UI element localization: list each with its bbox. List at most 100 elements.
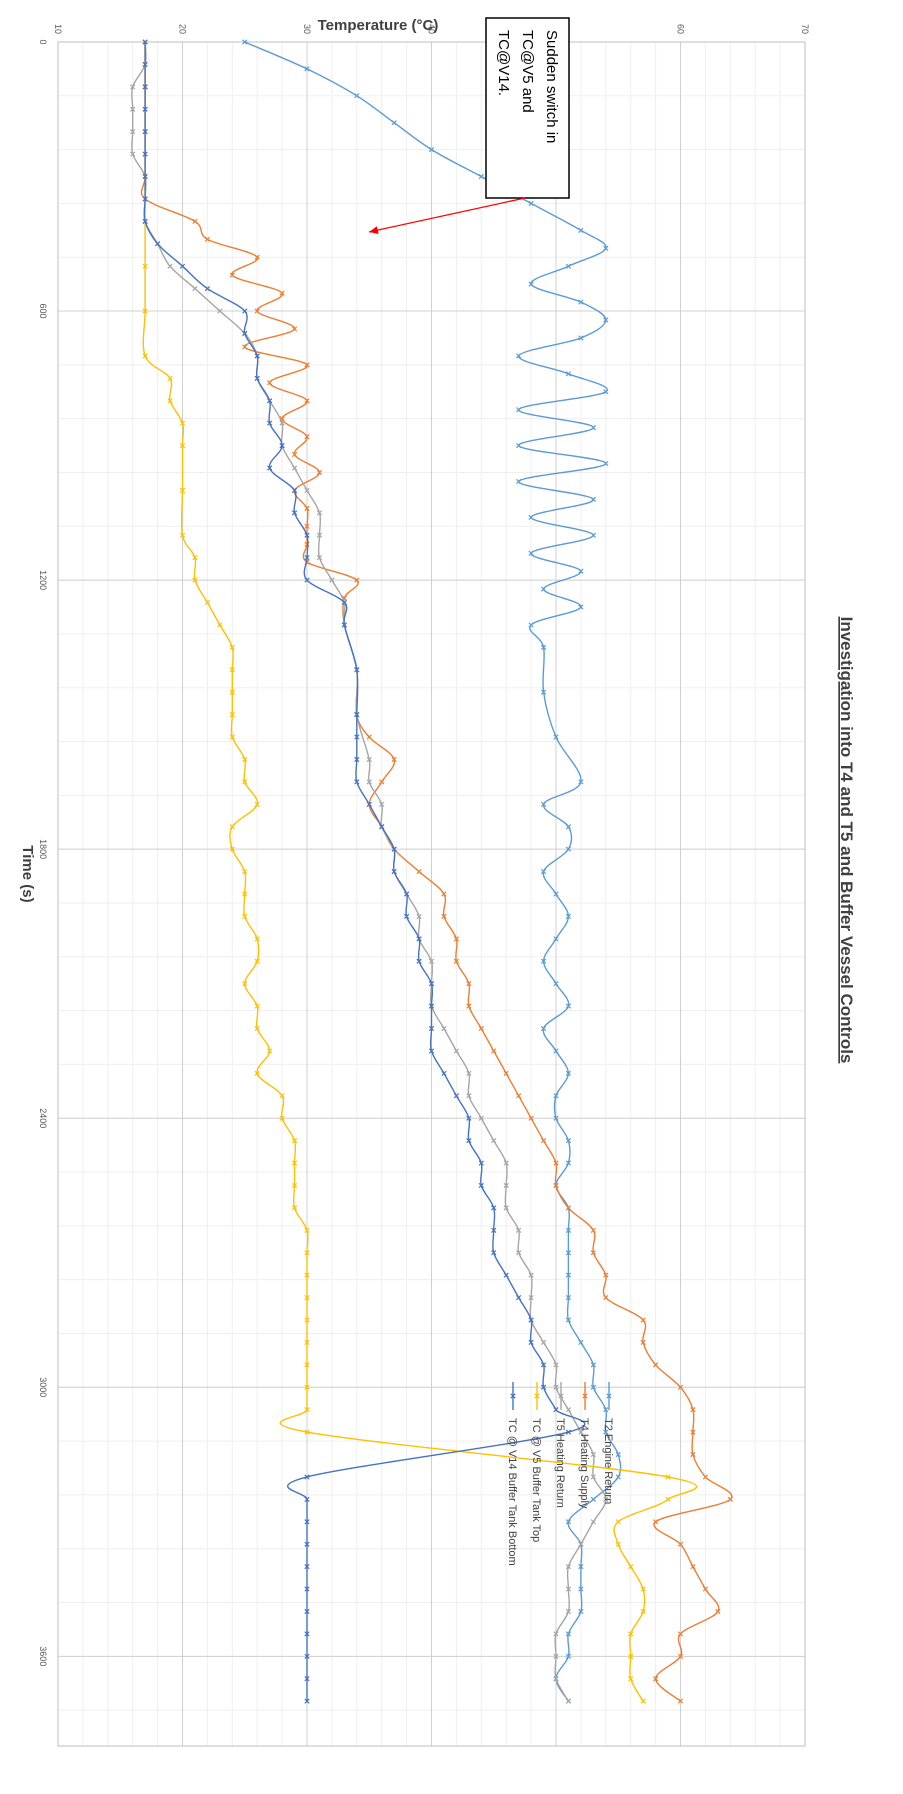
annotation: Sudden switch in TC@V5 and TC@V14.: [368, 17, 570, 234]
data-point: [590, 1474, 596, 1480]
data-point: [528, 514, 534, 520]
data-point: [690, 1564, 696, 1570]
data-point: [565, 824, 572, 830]
data-point: [640, 1317, 646, 1323]
data-point: [540, 1025, 547, 1032]
x-tick-label: 600: [38, 304, 48, 319]
data-point: [590, 496, 596, 503]
data-point: [291, 451, 298, 458]
data-point: [466, 1093, 472, 1099]
data-point: [466, 1115, 472, 1121]
data-point: [142, 39, 148, 45]
data-point: [565, 263, 572, 269]
data-point: [204, 599, 211, 606]
data-point: [478, 173, 484, 180]
legend-label: T2 Engine Return: [602, 1418, 614, 1504]
data-point: [540, 801, 547, 807]
data-point: [379, 824, 385, 830]
data-point: [254, 936, 260, 942]
data-point: [528, 1115, 534, 1121]
data-point: [540, 644, 547, 650]
data-point: [565, 1003, 572, 1009]
data-point: [179, 420, 186, 426]
data-point: [677, 1384, 684, 1390]
data-point: [553, 1048, 559, 1054]
data-point: [204, 236, 211, 242]
data-point: [167, 375, 173, 381]
data-point: [354, 734, 360, 740]
legend-marker: [606, 1393, 612, 1399]
data-point: [565, 1294, 572, 1301]
data-point: [179, 532, 186, 538]
data-point: [516, 1294, 522, 1301]
plot-area: [57, 41, 806, 1747]
data-point: [304, 505, 310, 511]
data-point: [466, 981, 472, 987]
data-point: [503, 1205, 509, 1211]
data-point: [578, 1339, 584, 1346]
data-point: [316, 532, 323, 538]
data-point: [130, 129, 136, 135]
data-point: [528, 622, 534, 628]
data-point: [553, 1160, 559, 1166]
data-point: [242, 308, 248, 314]
data-point: [428, 981, 435, 987]
data-point: [590, 1451, 596, 1458]
data-point: [428, 1048, 435, 1054]
data-point: [553, 981, 559, 987]
data-point: [267, 1048, 273, 1054]
data-point: [453, 1048, 460, 1054]
data-point: [540, 1339, 547, 1346]
data-point: [242, 779, 248, 785]
x-tick-label: 1200: [38, 570, 48, 590]
data-point: [640, 1698, 646, 1704]
data-point: [279, 442, 285, 449]
data-point: [565, 1407, 572, 1413]
data-point: [304, 577, 310, 583]
data-point: [242, 330, 248, 337]
data-point: [291, 1205, 298, 1211]
legend-label: TC @ V5 Buffer Tank Top: [530, 1418, 542, 1542]
data-point: [416, 868, 422, 875]
data-point: [341, 622, 347, 628]
data-point: [565, 1160, 572, 1166]
data-point: [578, 335, 584, 341]
data-point: [242, 891, 248, 897]
data-point: [329, 577, 335, 583]
data-point: [267, 380, 273, 386]
series-5: [142, 39, 586, 1704]
data-point: [690, 1429, 696, 1435]
data-point: [466, 1070, 472, 1076]
legend-label: T4 Heating Supply: [578, 1418, 590, 1509]
data-point: [291, 510, 298, 516]
data-point: [553, 891, 559, 897]
data-point: [565, 1608, 572, 1615]
data-point: [291, 326, 298, 332]
data-point: [416, 936, 422, 942]
legend-label: TC @ V14 Buffer Tank Bottom: [506, 1418, 518, 1566]
data-point: [528, 550, 534, 556]
data-point: [590, 1227, 596, 1233]
data-point: [478, 1160, 484, 1166]
data-point: [553, 1182, 559, 1189]
data-point: [553, 734, 559, 740]
data-point: [192, 555, 198, 561]
data-point: [640, 1339, 646, 1346]
data-point: [179, 263, 186, 269]
data-point: [403, 891, 410, 897]
data-point: [578, 227, 584, 233]
data-point: [578, 299, 584, 305]
data-point: [528, 1294, 534, 1301]
series-1: [242, 39, 622, 1704]
data-point: [229, 734, 235, 740]
data-point: [603, 1294, 609, 1301]
data-point: [304, 1631, 310, 1637]
data-point: [516, 478, 522, 485]
x-tick-label: 0: [38, 39, 48, 44]
data-point: [304, 1294, 310, 1301]
data-point: [428, 146, 435, 153]
data-point: [142, 218, 148, 224]
data-point: [179, 487, 186, 494]
data-point: [291, 487, 298, 494]
